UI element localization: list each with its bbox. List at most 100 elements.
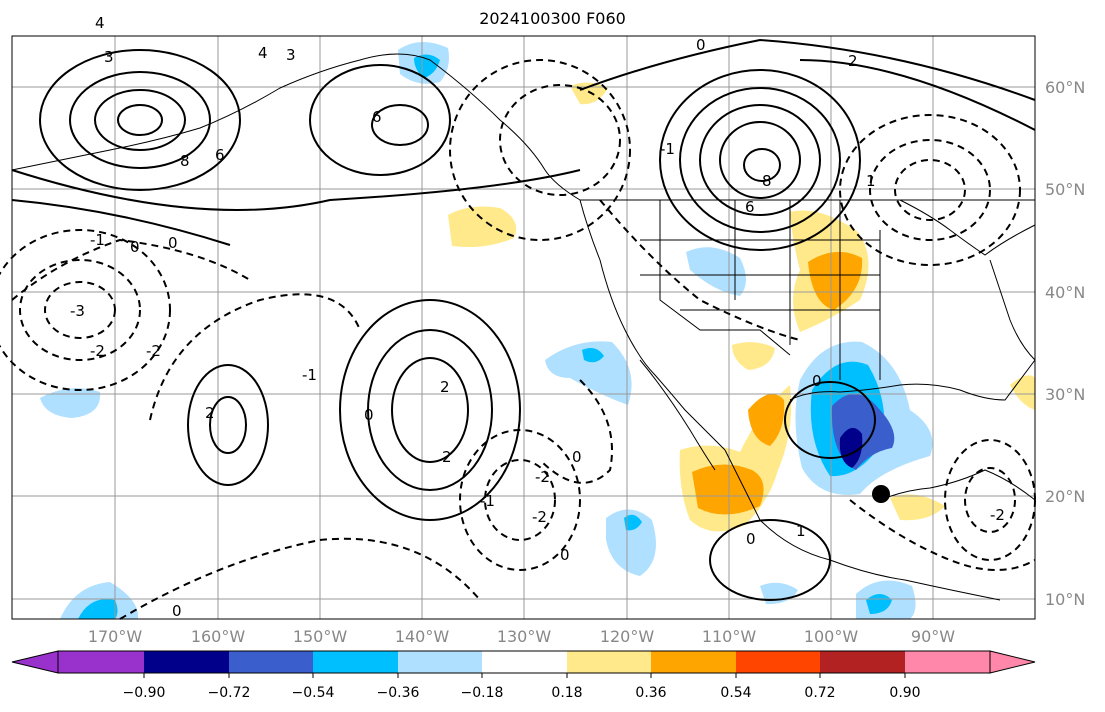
contour-label: 2 — [440, 378, 450, 396]
contour-label: -1 — [660, 140, 675, 158]
shade-light-blue-hawaii-w — [40, 388, 101, 418]
east-coast — [989, 259, 1036, 361]
contour-label: 0 — [572, 448, 582, 466]
contour-label: 0 — [560, 546, 570, 564]
graticule — [12, 36, 1035, 619]
colorbar-tick-label: −0.90 — [123, 685, 166, 701]
colorbar-bin — [736, 651, 820, 673]
alaska-coast — [11, 53, 581, 201]
colorbar-bin — [229, 651, 313, 673]
contour-label: 8 — [762, 172, 772, 190]
contour-label: -1 — [302, 366, 317, 384]
baja — [639, 359, 716, 471]
lon-label: 120°W — [600, 627, 655, 646]
contour-label: 0 — [364, 406, 374, 424]
lon-label: 150°W — [293, 627, 348, 646]
contour-label: 2 — [442, 448, 452, 466]
contour-label: -3 — [70, 302, 85, 320]
contour-label: 3 — [286, 46, 296, 64]
colorbar-tick-label: 0.72 — [804, 685, 835, 701]
colorbar-bin — [398, 651, 482, 673]
contour-label: 6 — [372, 108, 382, 126]
shade-orange-mexico — [692, 464, 764, 515]
colorbar-bin — [58, 651, 144, 673]
contour-label: 6 — [215, 146, 225, 164]
colorbar-tick-label: −0.36 — [377, 685, 420, 701]
contour-label: -2 — [990, 506, 1005, 524]
colorbar-frame — [57, 650, 991, 674]
colorbar-tick-label: −0.72 — [208, 685, 251, 701]
shade-blue-sw-mexico — [624, 514, 642, 531]
shade-blue-baja — [582, 348, 604, 363]
contour-label: -2 — [535, 468, 550, 486]
contour-label: -2 — [90, 342, 105, 360]
contours-dashed — [0, 59, 1036, 620]
contour-label: 8 — [180, 152, 190, 170]
colorbar-bin — [482, 651, 567, 673]
shade-blue-sw-corner — [78, 599, 118, 619]
lon-label: 100°W — [804, 627, 859, 646]
west-coast — [579, 199, 726, 451]
storm-center-marker — [872, 485, 890, 503]
contour-label: 0 — [746, 530, 756, 548]
shade-light-blue-sw-mexico — [606, 509, 656, 576]
lon-label: 160°W — [191, 627, 246, 646]
lon-label: 170°W — [88, 627, 143, 646]
contours-solid — [11, 38, 1036, 601]
contour-label: -2 — [146, 342, 161, 360]
contour-label: 4 — [95, 14, 105, 32]
colorbar-tick-label: −0.18 — [461, 685, 504, 701]
colorbar-tick-label: −0.54 — [292, 685, 335, 701]
colorbar-tick-label: 0.90 — [889, 685, 920, 701]
shaded-areas — [40, 41, 1035, 619]
plot-title: 2024100300 F060 — [479, 9, 626, 28]
contour-label: 2 — [848, 52, 858, 70]
gulf-coast — [789, 359, 1036, 401]
longitude-labels: 170°W 160°W 150°W 140°W 130°W 120°W 110°… — [88, 627, 955, 646]
contour-labels: 3 4 6 8 6 3 4 6 8 0 2 0 0 -1 -3 -2 -2 -1… — [70, 14, 1005, 620]
lon-label: 130°W — [497, 627, 552, 646]
lon-label: 90°W — [911, 627, 955, 646]
colorbar-bin — [820, 651, 905, 673]
lat-label: 30°N — [1045, 385, 1085, 404]
contour-label: -1 — [90, 231, 105, 249]
lat-label: 50°N — [1045, 180, 1085, 199]
shade-light-blue-baja — [545, 341, 632, 405]
colorbar-tick-label: 0.36 — [635, 685, 666, 701]
contour-label: 6 — [745, 198, 755, 216]
colorbar-ticks — [143, 673, 906, 678]
us-states-1 — [659, 200, 791, 356]
colorbar-tick-label: 0.54 — [720, 685, 751, 701]
contour-label: 2 — [205, 404, 215, 422]
colorbar-bin — [313, 651, 398, 673]
contour-label: -2 — [532, 508, 547, 526]
contour-label: 0 — [696, 36, 706, 54]
shade-light-blue-west — [686, 247, 746, 296]
latitude-labels: 60°N 50°N 40°N 30°N 20°N 10°N — [1045, 78, 1085, 609]
lat-label: 20°N — [1045, 487, 1085, 506]
colorbar-bin — [651, 651, 736, 673]
colorbar-min-extend — [11, 650, 59, 674]
colorbar-tick-label: 0.18 — [551, 685, 582, 701]
shade-yellow-florida — [1010, 375, 1035, 410]
lon-label: 110°W — [702, 627, 757, 646]
contour-label: 4 — [258, 44, 268, 62]
colorbar-max-extend — [989, 650, 1036, 674]
colorbar: −0.90 −0.72 −0.54 −0.36 −0.18 0.18 0.36 … — [11, 650, 1036, 701]
shade-yellow-pacific — [448, 206, 517, 247]
shade-yellow-arizona — [732, 342, 775, 370]
contour-label: 0 — [168, 234, 178, 252]
colorbar-bin — [905, 651, 990, 673]
shade-navy-gulf — [839, 427, 863, 468]
map-frame — [11, 35, 1036, 620]
shade-orange-plains — [808, 251, 863, 310]
shade-orange-mexico-north — [748, 393, 785, 446]
lat-label: 60°N — [1045, 78, 1085, 97]
lat-label: 40°N — [1045, 283, 1085, 302]
contour-label: 1 — [866, 172, 876, 190]
colorbar-bin — [567, 651, 651, 673]
contour-label: -1 — [480, 492, 495, 510]
lat-label: 10°N — [1045, 590, 1085, 609]
shade-yellow-central-am — [890, 494, 945, 521]
